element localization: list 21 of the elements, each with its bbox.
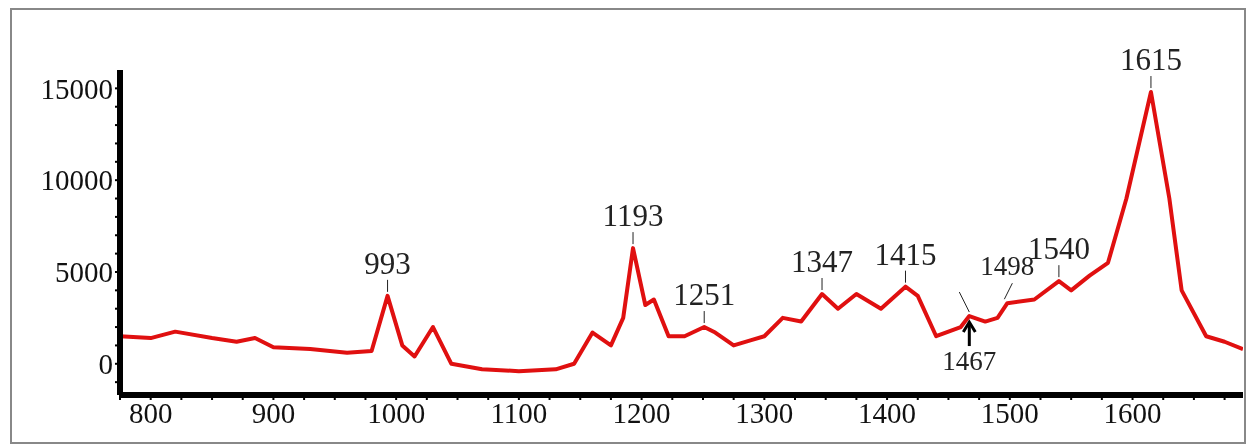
- annotation: 993: [364, 245, 411, 281]
- y-tick-label: 0: [98, 348, 113, 381]
- annotation: 1615: [1119, 42, 1182, 78]
- x-tick-label: 1100: [490, 396, 548, 429]
- x-tick-label: 1600: [1103, 396, 1162, 429]
- x-tick-label: 800: [128, 396, 173, 429]
- x-tick-label: 1300: [735, 396, 794, 429]
- x-tick-label: 1000: [367, 396, 426, 429]
- x-tick-label: 1400: [858, 396, 917, 429]
- y-tick-label: 10000: [40, 164, 113, 197]
- annotation: 1193: [602, 198, 664, 234]
- y-tick-label: 5000: [55, 256, 113, 289]
- annotation: 1347: [791, 244, 854, 280]
- annotation: 1251: [673, 277, 736, 313]
- x-tick-label: 1500: [980, 396, 1039, 429]
- y-tick-label: 15000: [40, 72, 113, 105]
- annotation: 1415: [874, 236, 937, 272]
- x-tick-label: 900: [251, 396, 296, 429]
- annotation: 1467: [942, 346, 997, 377]
- x-tick-label: 1200: [612, 396, 671, 429]
- line-series: [120, 90, 1243, 374]
